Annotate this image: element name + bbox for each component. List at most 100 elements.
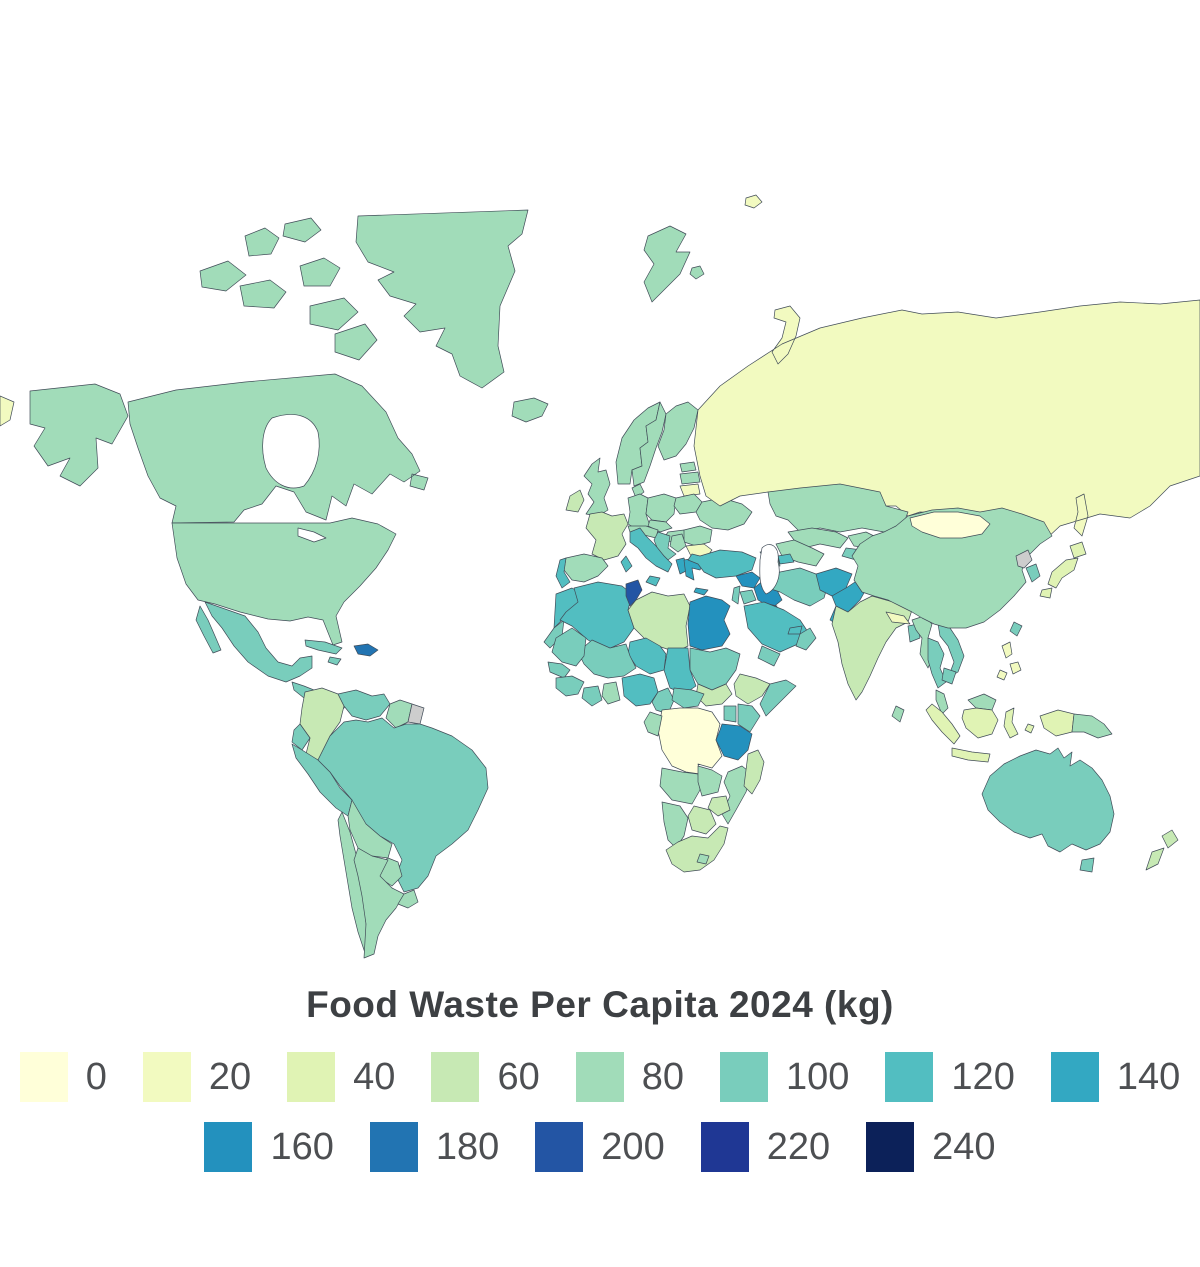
legend-item-140: 140 xyxy=(1050,1052,1180,1102)
country-lithuania xyxy=(679,483,701,497)
country-israel xyxy=(731,585,741,605)
world-map xyxy=(0,194,1200,959)
country-taiwan xyxy=(1009,621,1023,637)
country-uruguay xyxy=(397,889,419,909)
country-argentina xyxy=(353,847,405,959)
country-azerbaijan xyxy=(777,553,795,565)
country-kazakhstan xyxy=(767,483,909,533)
country-latvia xyxy=(679,471,701,485)
country-australia xyxy=(981,747,1115,873)
country-turkey xyxy=(687,549,757,579)
legend-swatch-100 xyxy=(720,1052,769,1102)
country-kenya xyxy=(737,703,761,733)
country-united-kingdom xyxy=(583,457,611,517)
country-lesotho xyxy=(696,853,710,865)
country-malaysia xyxy=(935,689,997,715)
legend-label-0: 0 xyxy=(85,1055,107,1098)
country-poland xyxy=(645,493,677,523)
legend-swatch-220 xyxy=(700,1122,749,1172)
country-somalia xyxy=(759,679,797,717)
legend-swatch-40 xyxy=(287,1052,336,1102)
country-indonesia xyxy=(925,703,1075,763)
country-cambodia xyxy=(941,667,957,685)
legend-label-100: 100 xyxy=(786,1055,850,1098)
legend-label-240: 240 xyxy=(932,1125,996,1168)
country-nepal xyxy=(885,611,911,625)
country-cote-divoire xyxy=(581,685,603,707)
country-iceland xyxy=(511,397,549,423)
legend-swatch-140 xyxy=(1050,1052,1099,1102)
country-tanzania xyxy=(715,723,753,761)
country-south-korea xyxy=(1025,563,1041,583)
legend-item-240: 240 xyxy=(866,1122,996,1172)
legend-item-120: 120 xyxy=(885,1052,1015,1102)
country-denmark xyxy=(631,483,645,499)
country-egypt xyxy=(687,595,731,651)
country-mauritania xyxy=(551,627,587,667)
country-thailand xyxy=(927,637,947,689)
country-ecuador xyxy=(291,723,311,751)
legend-label-80: 80 xyxy=(641,1055,685,1098)
country-china xyxy=(851,507,1053,629)
country-botswana xyxy=(687,805,717,835)
water-body-2 xyxy=(297,527,327,543)
legend-item-200: 200 xyxy=(535,1122,665,1172)
country-zambia xyxy=(697,765,723,797)
legend-label-200: 200 xyxy=(601,1125,665,1168)
country-japan xyxy=(1039,541,1087,599)
country-croatia-bosnia xyxy=(653,531,677,561)
country-mongolia xyxy=(909,511,991,539)
legend-item-160: 160 xyxy=(204,1122,334,1172)
country-romania xyxy=(683,525,713,547)
country-ghana xyxy=(601,681,621,705)
country-philippines xyxy=(996,641,1022,681)
legend-swatch-120 xyxy=(885,1052,934,1102)
country-algeria xyxy=(559,581,635,651)
legend-label-60: 60 xyxy=(497,1055,540,1098)
country-serbia xyxy=(669,533,687,553)
country-spain xyxy=(563,553,609,583)
legend-swatch-240 xyxy=(866,1122,915,1172)
world-map-container xyxy=(0,176,1200,966)
country-italy xyxy=(620,527,673,587)
legend-item-100: 100 xyxy=(720,1052,849,1102)
country-guinea xyxy=(555,675,585,697)
legend-label-20: 20 xyxy=(208,1055,252,1098)
country-ukraine xyxy=(695,497,753,531)
country-libya xyxy=(627,591,691,653)
legend-label-180: 180 xyxy=(435,1125,500,1168)
country-finland xyxy=(657,401,699,461)
chart-title: Food Waste Per Capita 2024 (kg) xyxy=(306,984,894,1025)
legend-label-160: 160 xyxy=(270,1125,334,1168)
legend-label-120: 120 xyxy=(951,1055,1015,1098)
country-madagascar xyxy=(743,749,765,795)
country-north-korea xyxy=(1015,549,1033,569)
country-angola xyxy=(659,767,701,805)
country-portugal xyxy=(555,557,571,589)
legend-item-180: 180 xyxy=(369,1122,500,1172)
country-greenland xyxy=(355,209,529,389)
country-papua-new-guinea xyxy=(1071,713,1113,739)
legend-swatch-60 xyxy=(431,1052,480,1102)
country-cuba xyxy=(304,639,343,655)
legend-label-220: 220 xyxy=(766,1125,831,1168)
country-sri-lanka xyxy=(891,705,905,723)
legend-swatch-160 xyxy=(204,1122,253,1172)
country-uae-qatar xyxy=(787,625,803,635)
country-usa xyxy=(29,383,397,646)
legend-swatch-20 xyxy=(142,1052,191,1102)
country-bolivia xyxy=(347,799,393,859)
country-central-african-republic xyxy=(671,687,705,709)
water-body-0 xyxy=(262,414,320,489)
country-jamaica xyxy=(327,656,342,666)
legend-label-40: 40 xyxy=(353,1055,396,1098)
country-dr-congo xyxy=(657,707,723,775)
country-uganda xyxy=(723,705,737,723)
legend-item-40: 40 xyxy=(287,1052,395,1102)
country-dominican-republic xyxy=(353,643,379,657)
country-canada xyxy=(127,217,429,524)
legend-item-220: 220 xyxy=(700,1122,831,1172)
country-estonia xyxy=(679,461,697,473)
country-syria xyxy=(735,571,761,589)
legend-item-20: 20 xyxy=(142,1052,252,1102)
